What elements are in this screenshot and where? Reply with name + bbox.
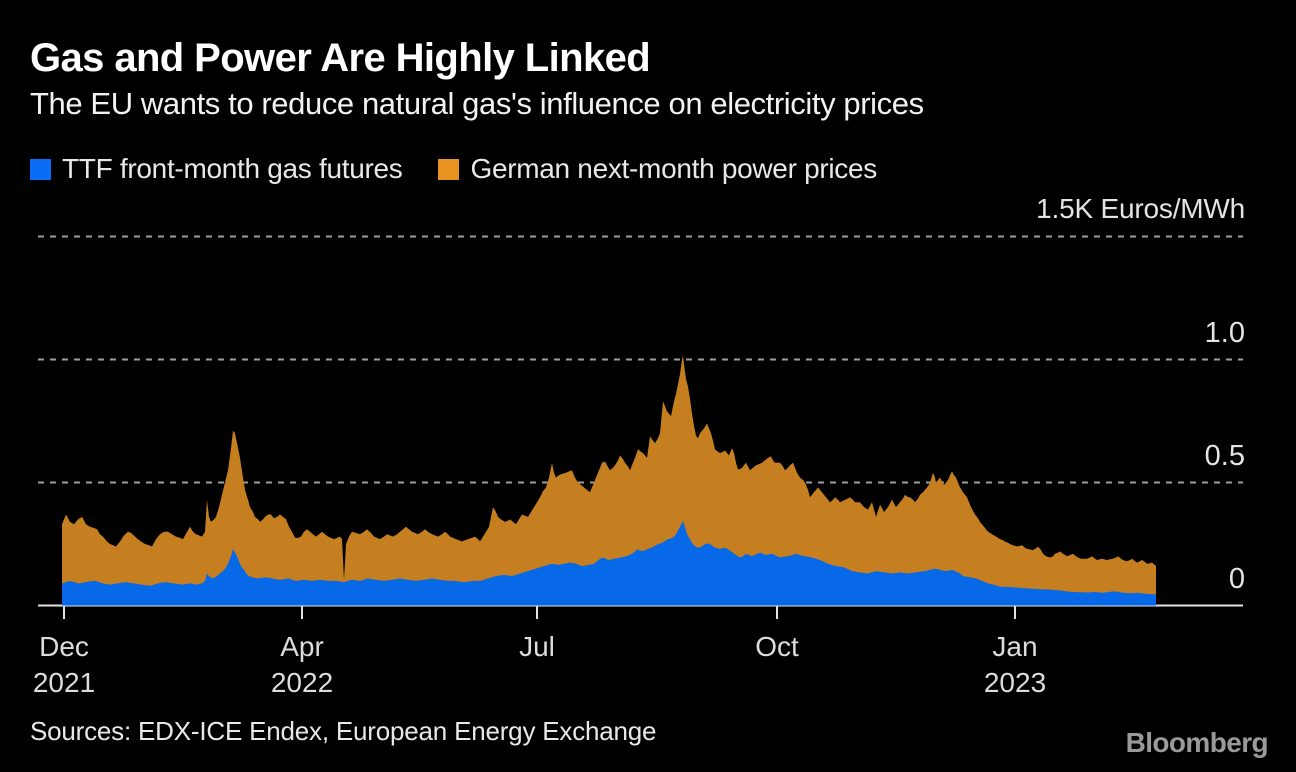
area-series-gas (62, 521, 1156, 606)
y-axis-label-0: 0 (1228, 562, 1245, 595)
x-axis-label-Oct: Oct (755, 631, 799, 662)
x-axis-label-Jan: Jan 2023 (983, 631, 1047, 698)
area-series-power (62, 355, 1156, 606)
legend-item-power: German next-month power prices (438, 153, 877, 185)
bloomberg-logo: Bloomberg (1125, 727, 1269, 758)
legend: TTF front-month gas futures German next-m… (30, 153, 877, 185)
y-axis-label-1.0: 1.0 (1204, 316, 1245, 349)
legend-swatch-icon (30, 158, 51, 180)
legend-swatch-icon (438, 158, 460, 180)
legend-label: TTF front-month gas futures (62, 153, 403, 184)
page-subtitle: The EU wants to reduce natural gas's inf… (30, 86, 924, 121)
x-axis-label-Jul: Jul (519, 631, 555, 662)
legend-label: German next-month power prices (470, 153, 877, 184)
page-title: Gas and Power Are Highly Linked (30, 36, 651, 80)
source-attribution: Sources: EDX-ICE Endex, European Energy … (30, 716, 657, 746)
legend-item-gas: TTF front-month gas futures (30, 153, 403, 185)
x-axis-label-Dec: Dec 2021 (32, 631, 96, 698)
x-axis-label-Apr: Apr 2022 (270, 631, 334, 698)
y-axis-unit-label: 1.5K Euros/MWh (1036, 193, 1245, 224)
y-axis-label-0.5: 0.5 (1204, 439, 1245, 472)
